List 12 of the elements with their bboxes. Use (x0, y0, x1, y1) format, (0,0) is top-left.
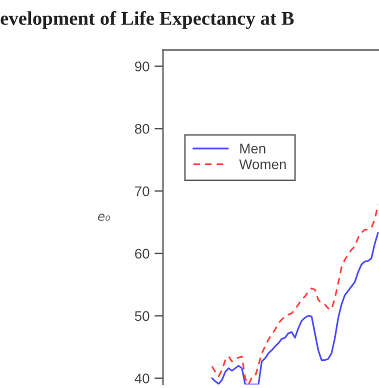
chart-title: evelopment of Life Expectancy at B (0, 11, 294, 29)
y-tick-label: 50 (134, 311, 150, 321)
line-series (211, 232, 379, 384)
y-axis-title: e₀ (98, 214, 110, 221)
y-tick-label: 90 (135, 62, 150, 72)
y-tick-label: 40 (134, 374, 150, 384)
legend-label: Women (239, 160, 286, 170)
y-tick-label: 80 (134, 124, 150, 134)
y-tick-label: 60 (135, 248, 150, 259)
legend-label: Men (240, 144, 266, 154)
y-tick-label: 70 (135, 186, 150, 196)
line-series (211, 204, 379, 384)
